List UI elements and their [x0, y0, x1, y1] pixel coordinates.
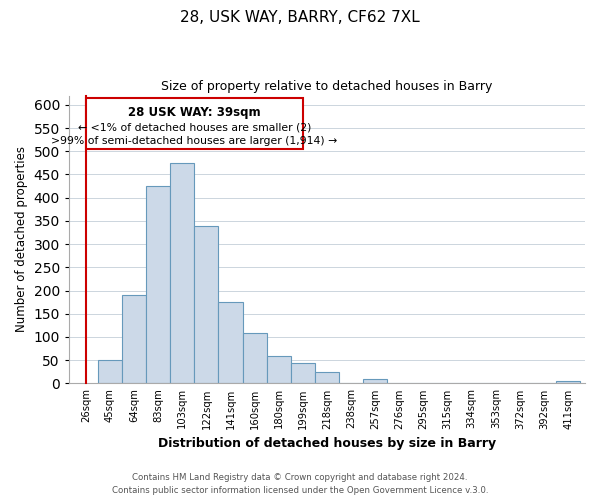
- Bar: [122, 295, 146, 384]
- Bar: [98, 360, 122, 384]
- Text: 28, USK WAY, BARRY, CF62 7XL: 28, USK WAY, BARRY, CF62 7XL: [180, 10, 420, 25]
- FancyBboxPatch shape: [86, 98, 303, 149]
- Bar: [556, 381, 580, 384]
- Bar: [194, 226, 218, 384]
- Text: >99% of semi-detached houses are larger (1,914) →: >99% of semi-detached houses are larger …: [51, 136, 337, 146]
- Bar: [315, 372, 339, 384]
- Bar: [146, 186, 170, 384]
- Text: Contains HM Land Registry data © Crown copyright and database right 2024.
Contai: Contains HM Land Registry data © Crown c…: [112, 474, 488, 495]
- Text: ← <1% of detached houses are smaller (2): ← <1% of detached houses are smaller (2): [77, 122, 311, 132]
- Text: 28 USK WAY: 39sqm: 28 USK WAY: 39sqm: [128, 106, 260, 118]
- Bar: [363, 379, 387, 384]
- Bar: [218, 302, 242, 384]
- Bar: [266, 356, 291, 384]
- Bar: [291, 363, 315, 384]
- Bar: [170, 163, 194, 384]
- Title: Size of property relative to detached houses in Barry: Size of property relative to detached ho…: [161, 80, 493, 93]
- Bar: [242, 334, 266, 384]
- Y-axis label: Number of detached properties: Number of detached properties: [15, 146, 28, 332]
- X-axis label: Distribution of detached houses by size in Barry: Distribution of detached houses by size …: [158, 437, 496, 450]
